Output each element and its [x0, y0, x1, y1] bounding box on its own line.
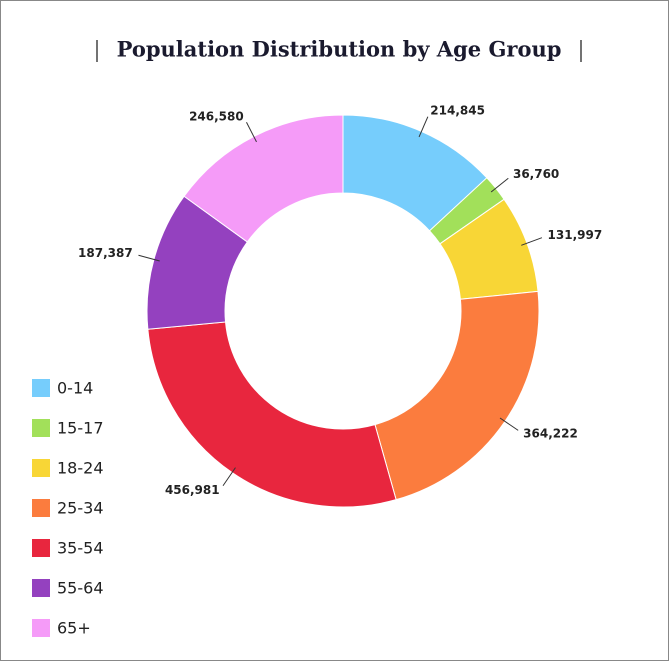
leader-line	[222, 467, 236, 487]
value-label: 214,845	[430, 104, 485, 118]
legend-swatch	[32, 499, 50, 517]
legend-swatch	[32, 379, 50, 397]
legend-label: 0-14	[57, 379, 93, 398]
legend-label: 65+	[57, 619, 91, 638]
legend-swatch	[32, 459, 50, 477]
legend-label: 55-64	[57, 579, 104, 598]
wedge	[374, 290, 540, 501]
leader-line	[521, 237, 543, 246]
legend-swatch	[32, 619, 50, 637]
legend-label: 18-24	[57, 459, 104, 478]
leader-line	[246, 122, 257, 143]
value-label: 246,580	[189, 109, 244, 123]
legend-swatch	[32, 539, 50, 557]
wedge	[183, 114, 344, 243]
legend-label: 15-17	[57, 419, 104, 438]
chart-title: Population Distribution by Age Group	[117, 37, 562, 62]
leader-line	[490, 177, 509, 193]
legend-swatch	[32, 419, 50, 437]
value-label: 187,387	[78, 246, 133, 260]
value-label: 364,222	[523, 426, 578, 440]
legend-swatch	[32, 579, 50, 597]
leader-line	[138, 254, 160, 262]
leader-line	[499, 417, 519, 431]
legend-label: 25-34	[57, 499, 104, 518]
value-label: 456,981	[165, 483, 220, 497]
value-label: 131,997	[548, 228, 603, 242]
value-label: 36,760	[513, 167, 559, 181]
leader-line	[418, 116, 429, 138]
legend-label: 35-54	[57, 539, 104, 558]
wedge	[147, 321, 397, 508]
